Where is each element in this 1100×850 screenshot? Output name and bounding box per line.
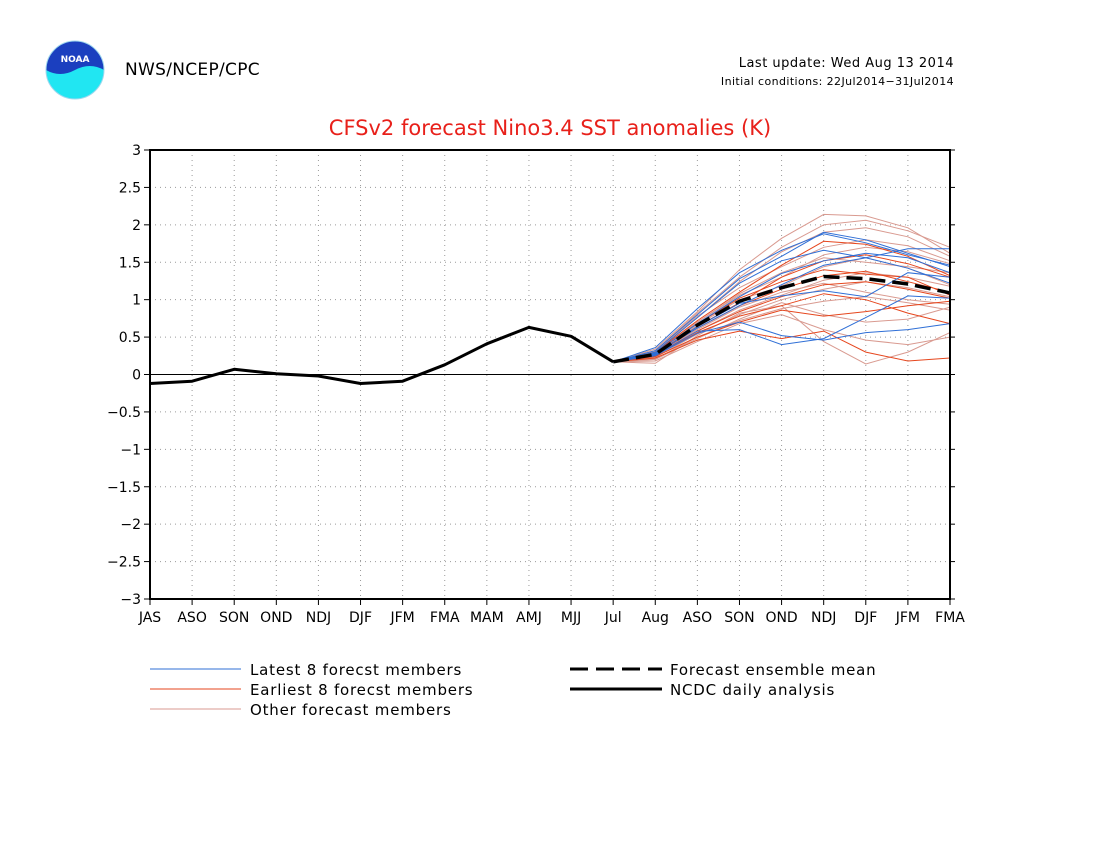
ensemble-mean-line xyxy=(612,274,951,364)
y-tick-label: 1.5 xyxy=(119,255,141,271)
x-tick-label: FMA xyxy=(935,610,965,626)
ensemble-mean-layer xyxy=(612,274,951,364)
x-tick-label: ASO xyxy=(683,610,712,626)
y-tick-label: 0.5 xyxy=(119,330,141,346)
legend: Latest 8 forecst members Earliest 8 fore… xyxy=(150,661,876,719)
earliest-member-line xyxy=(613,330,951,363)
y-tick-label: −1.5 xyxy=(107,480,141,496)
y-tick-label: 0 xyxy=(132,368,141,384)
x-tick-label: JFM xyxy=(389,610,414,626)
x-tick-label: AMJ xyxy=(516,610,542,626)
y-tick-label: 2 xyxy=(132,218,141,234)
latest-member-line xyxy=(613,295,951,363)
legend-mean-label: Forecast ensemble mean xyxy=(670,661,876,679)
y-tick-label: −0.5 xyxy=(107,405,141,421)
grid-layer xyxy=(150,150,950,599)
org-label: NWS/NCEP/CPC xyxy=(125,60,260,80)
logo-text: NOAA xyxy=(61,55,90,65)
x-tick-label: JAS xyxy=(138,610,161,626)
x-tick-label: MAM xyxy=(470,610,504,626)
legend-other-label: Other forecast members xyxy=(250,701,452,719)
observed-line xyxy=(149,325,614,385)
observed-layer xyxy=(149,325,614,385)
x-tick-label: NDJ xyxy=(306,610,331,626)
latest-member-line xyxy=(613,231,951,363)
x-tick-label: JFM xyxy=(895,610,920,626)
x-tick-label: Aug xyxy=(642,610,669,626)
latest-member-line xyxy=(613,233,951,363)
x-tick-label: ASO xyxy=(177,610,206,626)
y-tick-label: −2 xyxy=(120,517,141,533)
x-tick-label: SON xyxy=(724,610,754,626)
legend-latest-label: Latest 8 forecst members xyxy=(250,661,462,679)
y-tick-label: 2.5 xyxy=(119,180,141,196)
y-tick-label: −1 xyxy=(120,442,141,458)
x-tick-label: FMA xyxy=(430,610,460,626)
noaa-logo-icon: NOAA xyxy=(45,40,105,100)
x-tick-label: Jul xyxy=(604,610,622,626)
x-tick-label: OND xyxy=(765,610,797,626)
other-member-line xyxy=(613,213,951,363)
y-tick-label: 1 xyxy=(132,293,141,309)
latest-member-line xyxy=(613,248,950,363)
x-tick-label: NDJ xyxy=(811,610,836,626)
x-tick-label: OND xyxy=(260,610,292,626)
latest-member-line xyxy=(613,321,951,363)
x-tick-label: DJF xyxy=(854,610,877,626)
chart-title: CFSv2 forecast Nino3.4 SST anomalies (K) xyxy=(329,116,771,140)
other-member-line xyxy=(613,239,951,363)
y-tick-label: 3 xyxy=(132,143,141,159)
x-tick-label: MJJ xyxy=(561,610,581,626)
x-tick-label: SON xyxy=(219,610,249,626)
last-update-label: Last update: Wed Aug 13 2014 xyxy=(738,56,954,71)
legend-observed-label: NCDC daily analysis xyxy=(670,681,835,699)
axis-layer: 3 2.5 2 1.5 1 0.5 0 −0.5 −1 −1.5 −2 −2.5 −3 JAS ASO SON… xyxy=(107,143,965,626)
earliest-member-line xyxy=(613,300,951,363)
legend-earliest-label: Earliest 8 forecst members xyxy=(250,681,473,699)
y-tick-label: −3 xyxy=(120,592,141,608)
x-tick-label: DJF xyxy=(349,610,372,626)
y-tick-label: −2.5 xyxy=(107,555,141,571)
initial-conditions-label: Initial conditions: 22Jul2014−31Jul2014 xyxy=(720,75,954,88)
